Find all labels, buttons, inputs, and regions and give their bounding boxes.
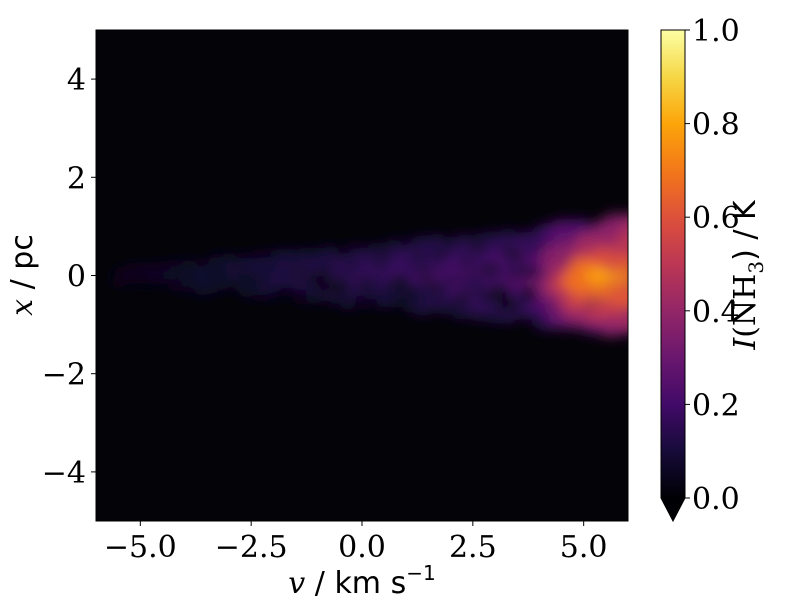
emission-blob (447, 290, 463, 302)
emission-blob (394, 255, 410, 268)
x-tick-label: −5.0 (104, 530, 177, 565)
emission-blob (505, 288, 521, 300)
emission-blob (509, 277, 525, 289)
colorbar-ticks: 0.0 0.2 0.4 0.6 0.8 1.0 (685, 14, 740, 517)
emission-blob (615, 313, 628, 331)
y-axis-label: x / pc (5, 234, 40, 316)
emission-blob (509, 241, 525, 253)
emission-blob (425, 272, 441, 284)
emission-blob (305, 293, 321, 305)
y-tick-label: 0 (67, 260, 86, 295)
emission-blob (305, 265, 321, 277)
emission-blob (456, 236, 472, 248)
emission-blob (496, 268, 512, 280)
colorbar: 0.0 0.2 0.4 0.6 0.8 1.0 I(NH3) / K (660, 14, 768, 523)
y-axis-ticks: −4 −2 0 2 4 (42, 63, 96, 491)
emission-blob (425, 238, 441, 250)
emission-blob (145, 266, 162, 278)
emission-blob (549, 223, 574, 241)
emission-blob (332, 254, 348, 266)
x-tick-label: 0.0 (338, 530, 386, 565)
emission-blob (442, 265, 459, 278)
emission-blob (376, 295, 392, 308)
emission-blob (234, 281, 250, 293)
colorbar-tick-label: 0.4 (692, 295, 740, 330)
y-tick-label: 4 (67, 63, 86, 98)
emission-blob (349, 269, 366, 282)
emission-blob (292, 279, 308, 291)
emission-blob (611, 291, 628, 310)
colorbar-tick-label: 0.6 (692, 201, 740, 236)
emission-blob (389, 264, 406, 276)
emission-blob (221, 265, 237, 277)
emission-heatmap (110, 212, 628, 338)
emission-blob (318, 257, 335, 269)
x-tick-label: 2.5 (449, 530, 497, 565)
emission-blob (589, 281, 614, 300)
colorbar-tick-label: 1.0 (692, 14, 740, 49)
emission-blob (411, 303, 428, 315)
emission-blob (176, 279, 193, 291)
emission-blob (482, 278, 499, 290)
colorbar-tick-label: 0.2 (692, 388, 740, 423)
emission-blob (181, 259, 197, 271)
emission-blob (474, 268, 490, 280)
emission-blob (270, 272, 286, 284)
y-tick-label: 2 (67, 161, 86, 196)
emission-blob (491, 253, 508, 265)
emission-blob (465, 295, 481, 307)
emission-blob (553, 242, 579, 261)
emission-blob (584, 267, 610, 285)
x-tick-label: 5.0 (560, 530, 608, 565)
emission-blob (407, 272, 423, 284)
emission-blob (434, 302, 450, 314)
emission-blob (456, 266, 472, 278)
emission-blob (456, 305, 472, 317)
emission-blob (442, 255, 459, 268)
emission-blob (168, 262, 184, 274)
emission-blob (292, 250, 308, 262)
emission-blob (194, 265, 211, 277)
emission-blob (341, 298, 357, 311)
emission-blob (469, 308, 485, 320)
emission-blob (176, 271, 193, 283)
emission-blob (420, 250, 437, 262)
emission-blob (522, 231, 539, 244)
x-axis-ticks: −5.0 −2.5 0.0 2.5 5.0 (104, 521, 608, 565)
emission-blob (447, 280, 463, 293)
emission-blob (407, 241, 423, 253)
emission-blob (247, 265, 264, 277)
colorbar-tick-label: 0.0 (692, 482, 740, 517)
emission-blob (358, 298, 375, 310)
emission-blob (332, 263, 348, 275)
colorbar-gradient (661, 30, 685, 498)
colorbar-outline (660, 29, 686, 523)
emission-blob (478, 301, 494, 313)
y-tick-label: −2 (42, 358, 86, 393)
emission-blob (615, 233, 628, 252)
y-tick-label: −4 (42, 456, 86, 491)
emission-blob (389, 287, 406, 299)
emission-blob (256, 256, 273, 269)
emission-blob (496, 236, 512, 248)
emission-blob (363, 267, 379, 279)
emission-blob (372, 280, 388, 292)
emission-blob (420, 286, 437, 298)
x-axis-label: v / km s−1 (288, 561, 435, 600)
colorbar-tick-label: 0.8 (692, 108, 740, 143)
emission-blob (380, 253, 397, 265)
colorbar-label: I(NH3) / K (728, 199, 768, 351)
emission-blob (265, 281, 282, 293)
emission-blob (318, 290, 335, 302)
emission-blob (159, 269, 175, 281)
emission-blob (500, 310, 516, 322)
x-tick-label: −2.5 (215, 530, 288, 565)
emission-blob (119, 271, 135, 284)
emission-blob (425, 295, 441, 307)
colorbar-extend-min (661, 498, 685, 521)
emission-blob (349, 284, 366, 296)
